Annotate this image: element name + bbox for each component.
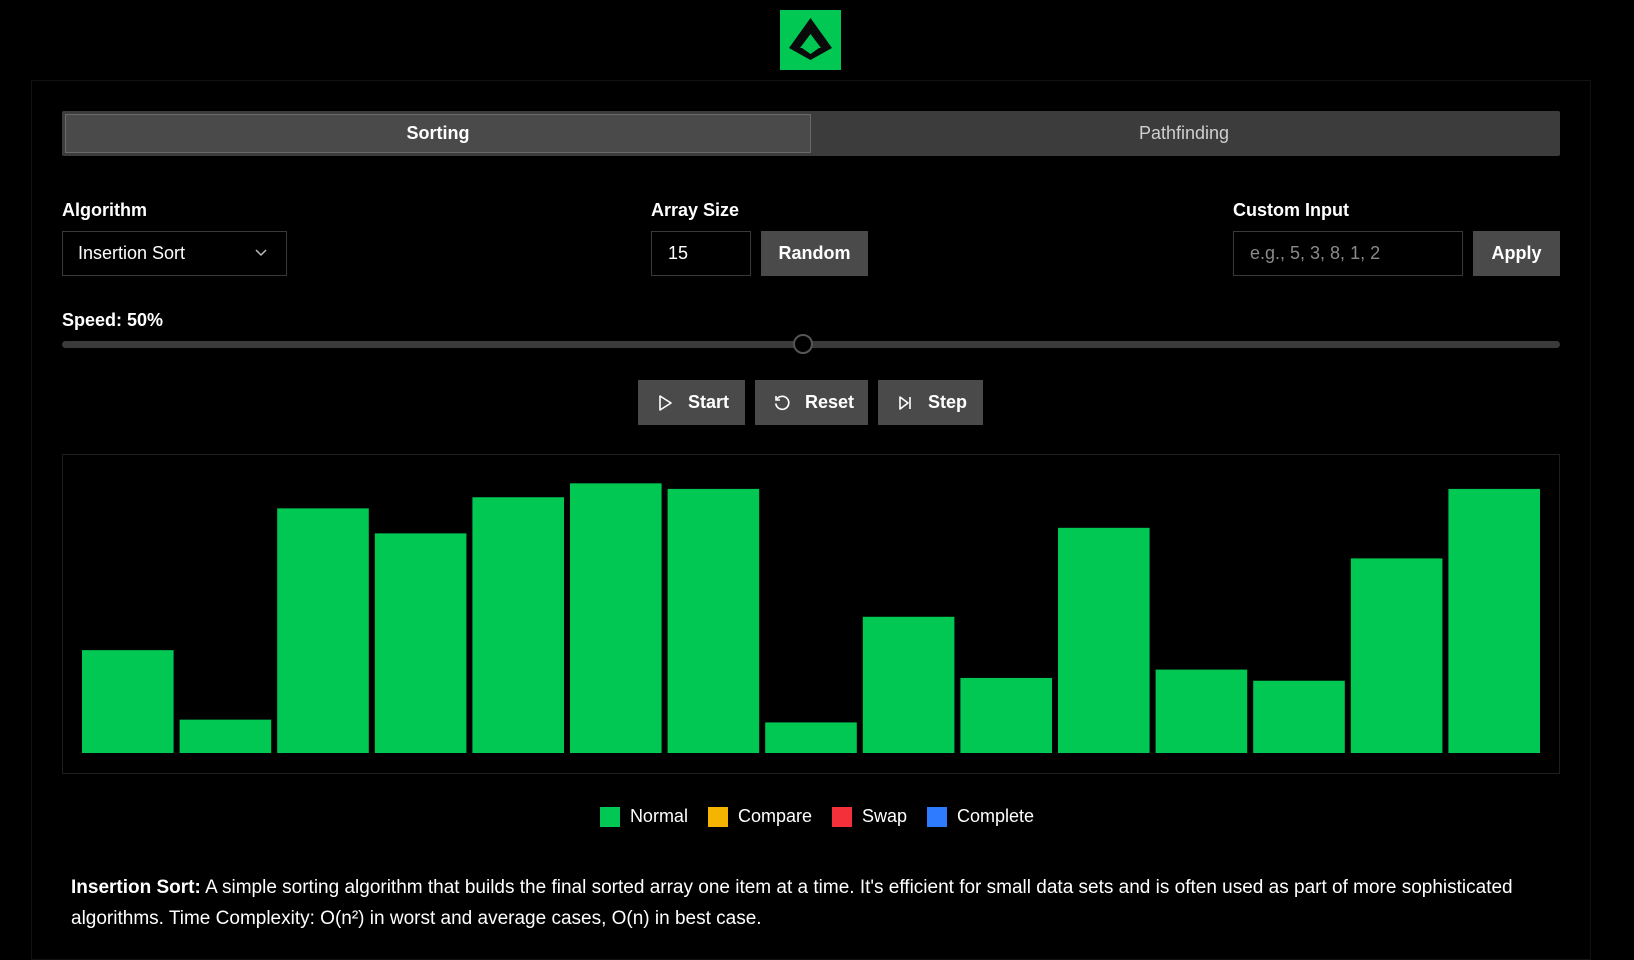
algorithm-label: Algorithm: [62, 200, 147, 220]
description-text: A simple sorting algorithm that builds t…: [71, 877, 1513, 929]
custom-input-label: Custom Input: [1233, 200, 1349, 220]
legend-item-swap: Swap: [831, 806, 908, 827]
algorithm-select-value: Insertion Sort: [78, 243, 186, 263]
step-forward-icon: [899, 395, 911, 410]
bar-10: [1058, 527, 1150, 753]
bar-13: [1350, 558, 1443, 753]
bar-11: [1155, 669, 1248, 753]
start-button-label: Start: [688, 392, 730, 412]
chevron-down-icon: [255, 249, 267, 257]
reset-button[interactable]: Reset: [755, 380, 868, 425]
bar-14: [1448, 488, 1540, 753]
legend-label: Compare: [737, 806, 812, 826]
algorithm-select[interactable]: Insertion Sort: [62, 231, 287, 276]
bar-1: [179, 719, 272, 753]
array-size-label: Array Size: [651, 200, 740, 220]
tab-sorting[interactable]: Sorting: [65, 114, 811, 153]
reset-button-label: Reset: [805, 392, 855, 412]
apply-button[interactable]: Apply: [1473, 231, 1560, 276]
legend-swatch: [831, 806, 852, 827]
bar-0: [82, 650, 174, 753]
legend-item-complete: Complete: [927, 806, 1034, 827]
app-logo: [780, 10, 841, 70]
bar-8: [862, 616, 955, 753]
legend-label: Normal: [629, 806, 688, 826]
tab-pathfinding[interactable]: Pathfinding: [1138, 123, 1230, 143]
legend-swatch: [707, 806, 728, 827]
step-button[interactable]: Step: [878, 380, 983, 425]
reset-icon: [775, 395, 790, 410]
start-button[interactable]: Start: [638, 380, 745, 425]
bar-2: [277, 508, 369, 753]
step-button-label: Step: [928, 392, 968, 412]
apply-button-label: Apply: [1491, 243, 1542, 263]
bar-chart: [62, 454, 1560, 774]
legend-label: Swap: [861, 806, 908, 826]
bar-9: [960, 677, 1052, 753]
custom-input-field[interactable]: [1233, 231, 1463, 276]
random-button[interactable]: Random: [761, 231, 868, 276]
bar-7: [765, 722, 857, 753]
bar-5: [570, 483, 662, 753]
bar-12: [1253, 680, 1345, 753]
legend: Normal Compare Swap Complete: [0, 806, 1634, 827]
bar-6: [667, 488, 760, 753]
speed-label: Speed: 50%: [62, 310, 164, 330]
play-icon: [659, 394, 672, 411]
logo-icon: [789, 18, 832, 60]
legend-item-normal: Normal: [599, 806, 688, 827]
tab-bar: Sorting Pathfinding: [62, 111, 1560, 156]
description-title: Insertion Sort:: [71, 877, 201, 898]
legend-swatch: [599, 806, 620, 827]
legend-swatch: [927, 806, 948, 827]
bar-4: [472, 497, 564, 753]
bar-chart-svg: [82, 483, 1540, 753]
legend-item-compare: Compare: [707, 806, 812, 827]
algorithm-description: Insertion Sort: A simple sorting algorit…: [71, 872, 1571, 934]
array-size-input[interactable]: [651, 231, 751, 276]
legend-label: Complete: [957, 806, 1035, 826]
speed-slider-thumb[interactable]: [793, 334, 813, 354]
random-button-label: Random: [778, 243, 851, 263]
bar-3: [374, 533, 467, 753]
